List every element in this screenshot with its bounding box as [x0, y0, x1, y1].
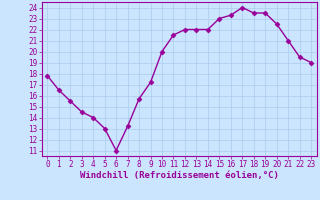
- X-axis label: Windchill (Refroidissement éolien,°C): Windchill (Refroidissement éolien,°C): [80, 171, 279, 180]
